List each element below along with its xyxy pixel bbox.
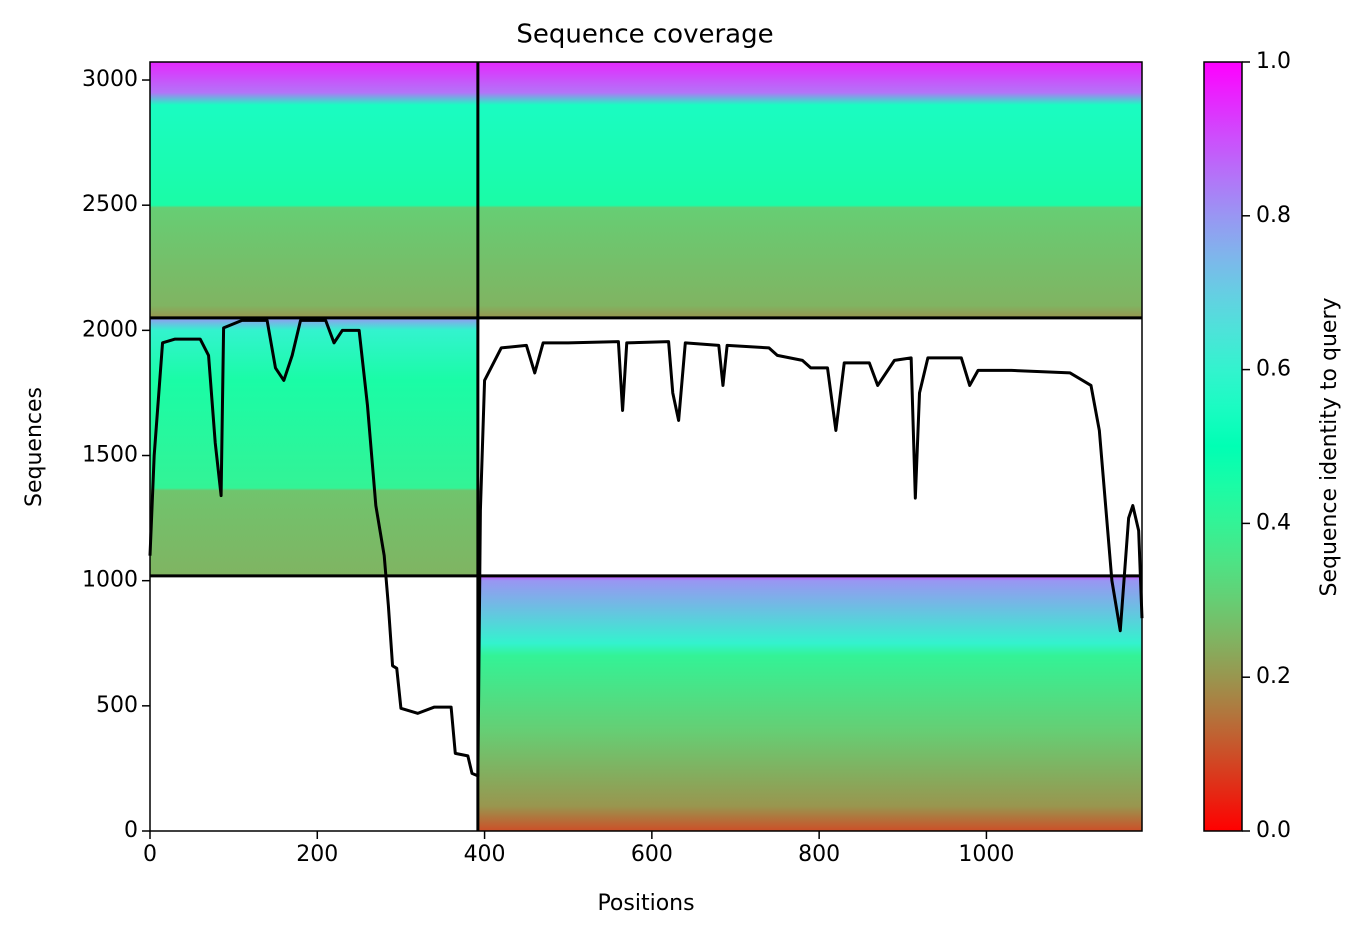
- colorbar-tick-label: 0.6: [1256, 357, 1291, 382]
- colorbar-tick-label: 1.0: [1256, 49, 1291, 74]
- y-tick-label: 2500: [82, 192, 138, 217]
- y-tick-label: 1500: [82, 443, 138, 468]
- msa-block: [150, 317, 478, 576]
- y-axis-label: Sequences: [22, 387, 47, 507]
- x-tick-label: 200: [296, 842, 338, 867]
- x-tick-label: 600: [631, 842, 673, 867]
- plot-frame: [149, 61, 1143, 832]
- x-tick-label: 400: [464, 842, 506, 867]
- msa-block: [477, 62, 1143, 318]
- x-tick-label: 0: [143, 842, 157, 867]
- colorbar-tick-label: 0.0: [1256, 818, 1291, 843]
- chart-title: Sequence coverage: [516, 20, 773, 50]
- y-tick-label: 1000: [82, 568, 138, 593]
- x-tick-label: 800: [798, 842, 840, 867]
- msa-block: [477, 575, 1143, 831]
- y-tick-label: 2000: [82, 317, 138, 342]
- colorbar-tick-label: 0.8: [1256, 203, 1291, 228]
- msa-block: [150, 62, 478, 318]
- y-tick-label: 3000: [82, 67, 138, 92]
- y-tick-label: 500: [96, 693, 138, 718]
- colorbar-label: Sequence identity to query: [1317, 297, 1342, 596]
- colorbar-tick-label: 0.2: [1256, 664, 1291, 689]
- x-axis-label: Positions: [597, 891, 694, 916]
- colorbar: [1203, 61, 1243, 832]
- coverage-line: [148, 318, 1144, 778]
- y-tick-label: 0: [124, 818, 138, 843]
- x-tick-label: 1000: [958, 842, 1014, 867]
- colorbar-tick-label: 0.4: [1256, 510, 1291, 535]
